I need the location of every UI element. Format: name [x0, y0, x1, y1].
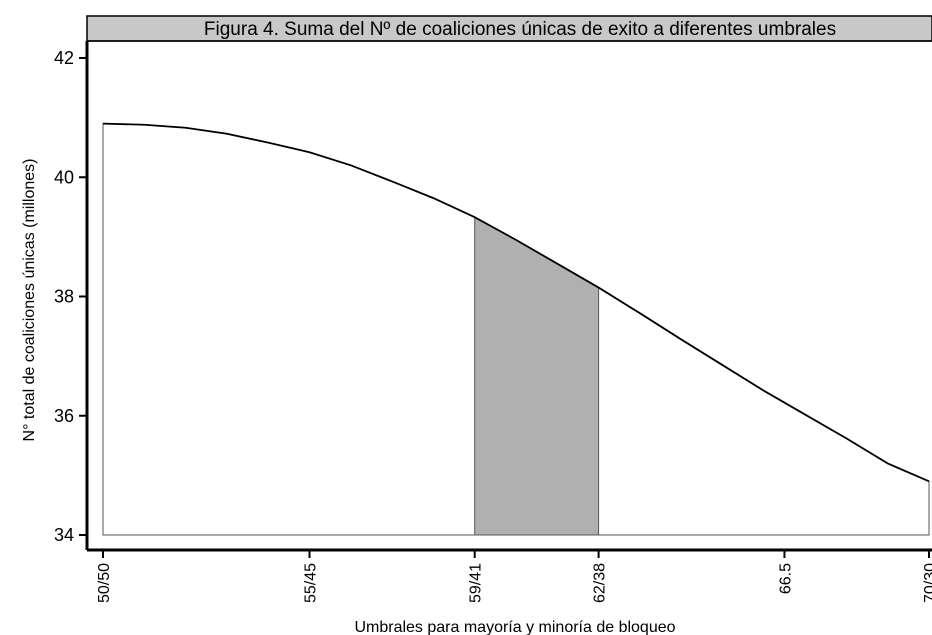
- x-tick-label: 62/38: [592, 563, 609, 603]
- x-axis-title: Umbrales para mayoría y minoría de bloqu…: [354, 619, 675, 635]
- y-tick-label: 36: [54, 406, 74, 426]
- highlight-band: [474, 216, 600, 536]
- chart-marks: 34 36 38 40 42 50/50 55/45 59/41 62/38 66.5 70/30: [54, 48, 932, 603]
- x-tick-label: 66.5: [777, 563, 794, 594]
- x-tick-label: 59/41: [468, 563, 485, 603]
- y-tick-label: 38: [54, 287, 74, 307]
- x-tick-label: 50/50: [96, 563, 113, 603]
- y-tick-label: 42: [54, 48, 74, 68]
- chart-title: Figura 4. Suma del Nº de coaliciones úni…: [204, 19, 836, 40]
- x-tick-label: 55/45: [303, 563, 320, 603]
- y-tick-label: 40: [54, 167, 74, 187]
- y-axis-title: N° total de coaliciones únicas (millones…: [21, 159, 38, 442]
- title-bar: [86, 15, 932, 42]
- x-tick-label: 70/30: [922, 563, 932, 603]
- series-line: [102, 122, 930, 483]
- y-tick-label: 34: [54, 525, 74, 545]
